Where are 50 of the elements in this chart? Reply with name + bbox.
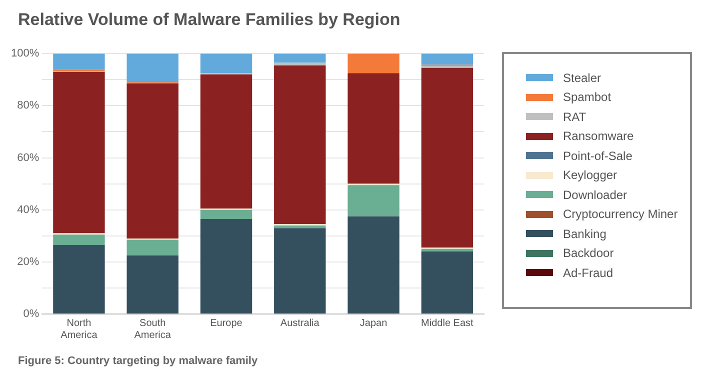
bar	[421, 54, 474, 65]
legend-label: Point-of-Sale	[563, 148, 632, 163]
chart-title: Relative Volume of Malware Families by Region	[18, 10, 400, 30]
x-tick-label: North America	[60, 318, 98, 341]
y-tick-label: 80%	[17, 100, 40, 112]
legend-label: Ad-Fraud	[563, 266, 614, 280]
bar	[53, 54, 105, 70]
legend-label: Banking	[563, 226, 606, 241]
bar	[348, 185, 400, 216]
bar	[126, 54, 178, 82]
x-tick-label: Japan	[360, 318, 388, 329]
y-tick-label: 20%	[17, 256, 40, 268]
y-tick-label: 0%	[23, 308, 40, 320]
bar	[53, 244, 105, 314]
bar	[421, 248, 474, 252]
legend-label: Stealer	[563, 70, 602, 85]
bar	[274, 228, 326, 314]
bar	[274, 225, 326, 228]
x-tick-label: Australia	[280, 318, 320, 329]
bar	[200, 210, 252, 219]
bar	[421, 68, 474, 248]
bar	[274, 62, 326, 66]
bar	[274, 65, 326, 224]
legend-label: RAT	[563, 110, 586, 124]
legend-label: Spambot	[563, 90, 612, 104]
legend-label: Backdoor	[563, 246, 614, 260]
caption: Figure 5: Country targeting by malware family	[18, 355, 258, 367]
bar	[126, 240, 178, 256]
y-tick-label: 60%	[17, 152, 40, 164]
bar	[348, 73, 400, 184]
legend-label: Downloader	[563, 188, 628, 202]
bar	[126, 255, 178, 314]
x-tick-label: Middle East	[421, 318, 474, 329]
y-tick-label: 100%	[10, 48, 40, 60]
legend-label: Cryptocurrency Miner	[563, 207, 678, 222]
legend-label: Ransomware	[563, 129, 634, 144]
bar	[200, 218, 252, 314]
x-tick-label: Europe	[210, 318, 243, 329]
bar	[126, 84, 178, 238]
bar	[421, 252, 474, 314]
bar	[200, 54, 252, 74]
bar	[200, 74, 252, 209]
bar	[348, 216, 400, 314]
x-tick-label: South America	[134, 318, 172, 341]
y-tick-label: 40%	[17, 204, 40, 216]
legend-label: Keylogger	[563, 168, 618, 182]
bar	[274, 54, 326, 63]
bar	[348, 54, 400, 74]
bar	[53, 72, 105, 234]
bar	[53, 234, 105, 245]
